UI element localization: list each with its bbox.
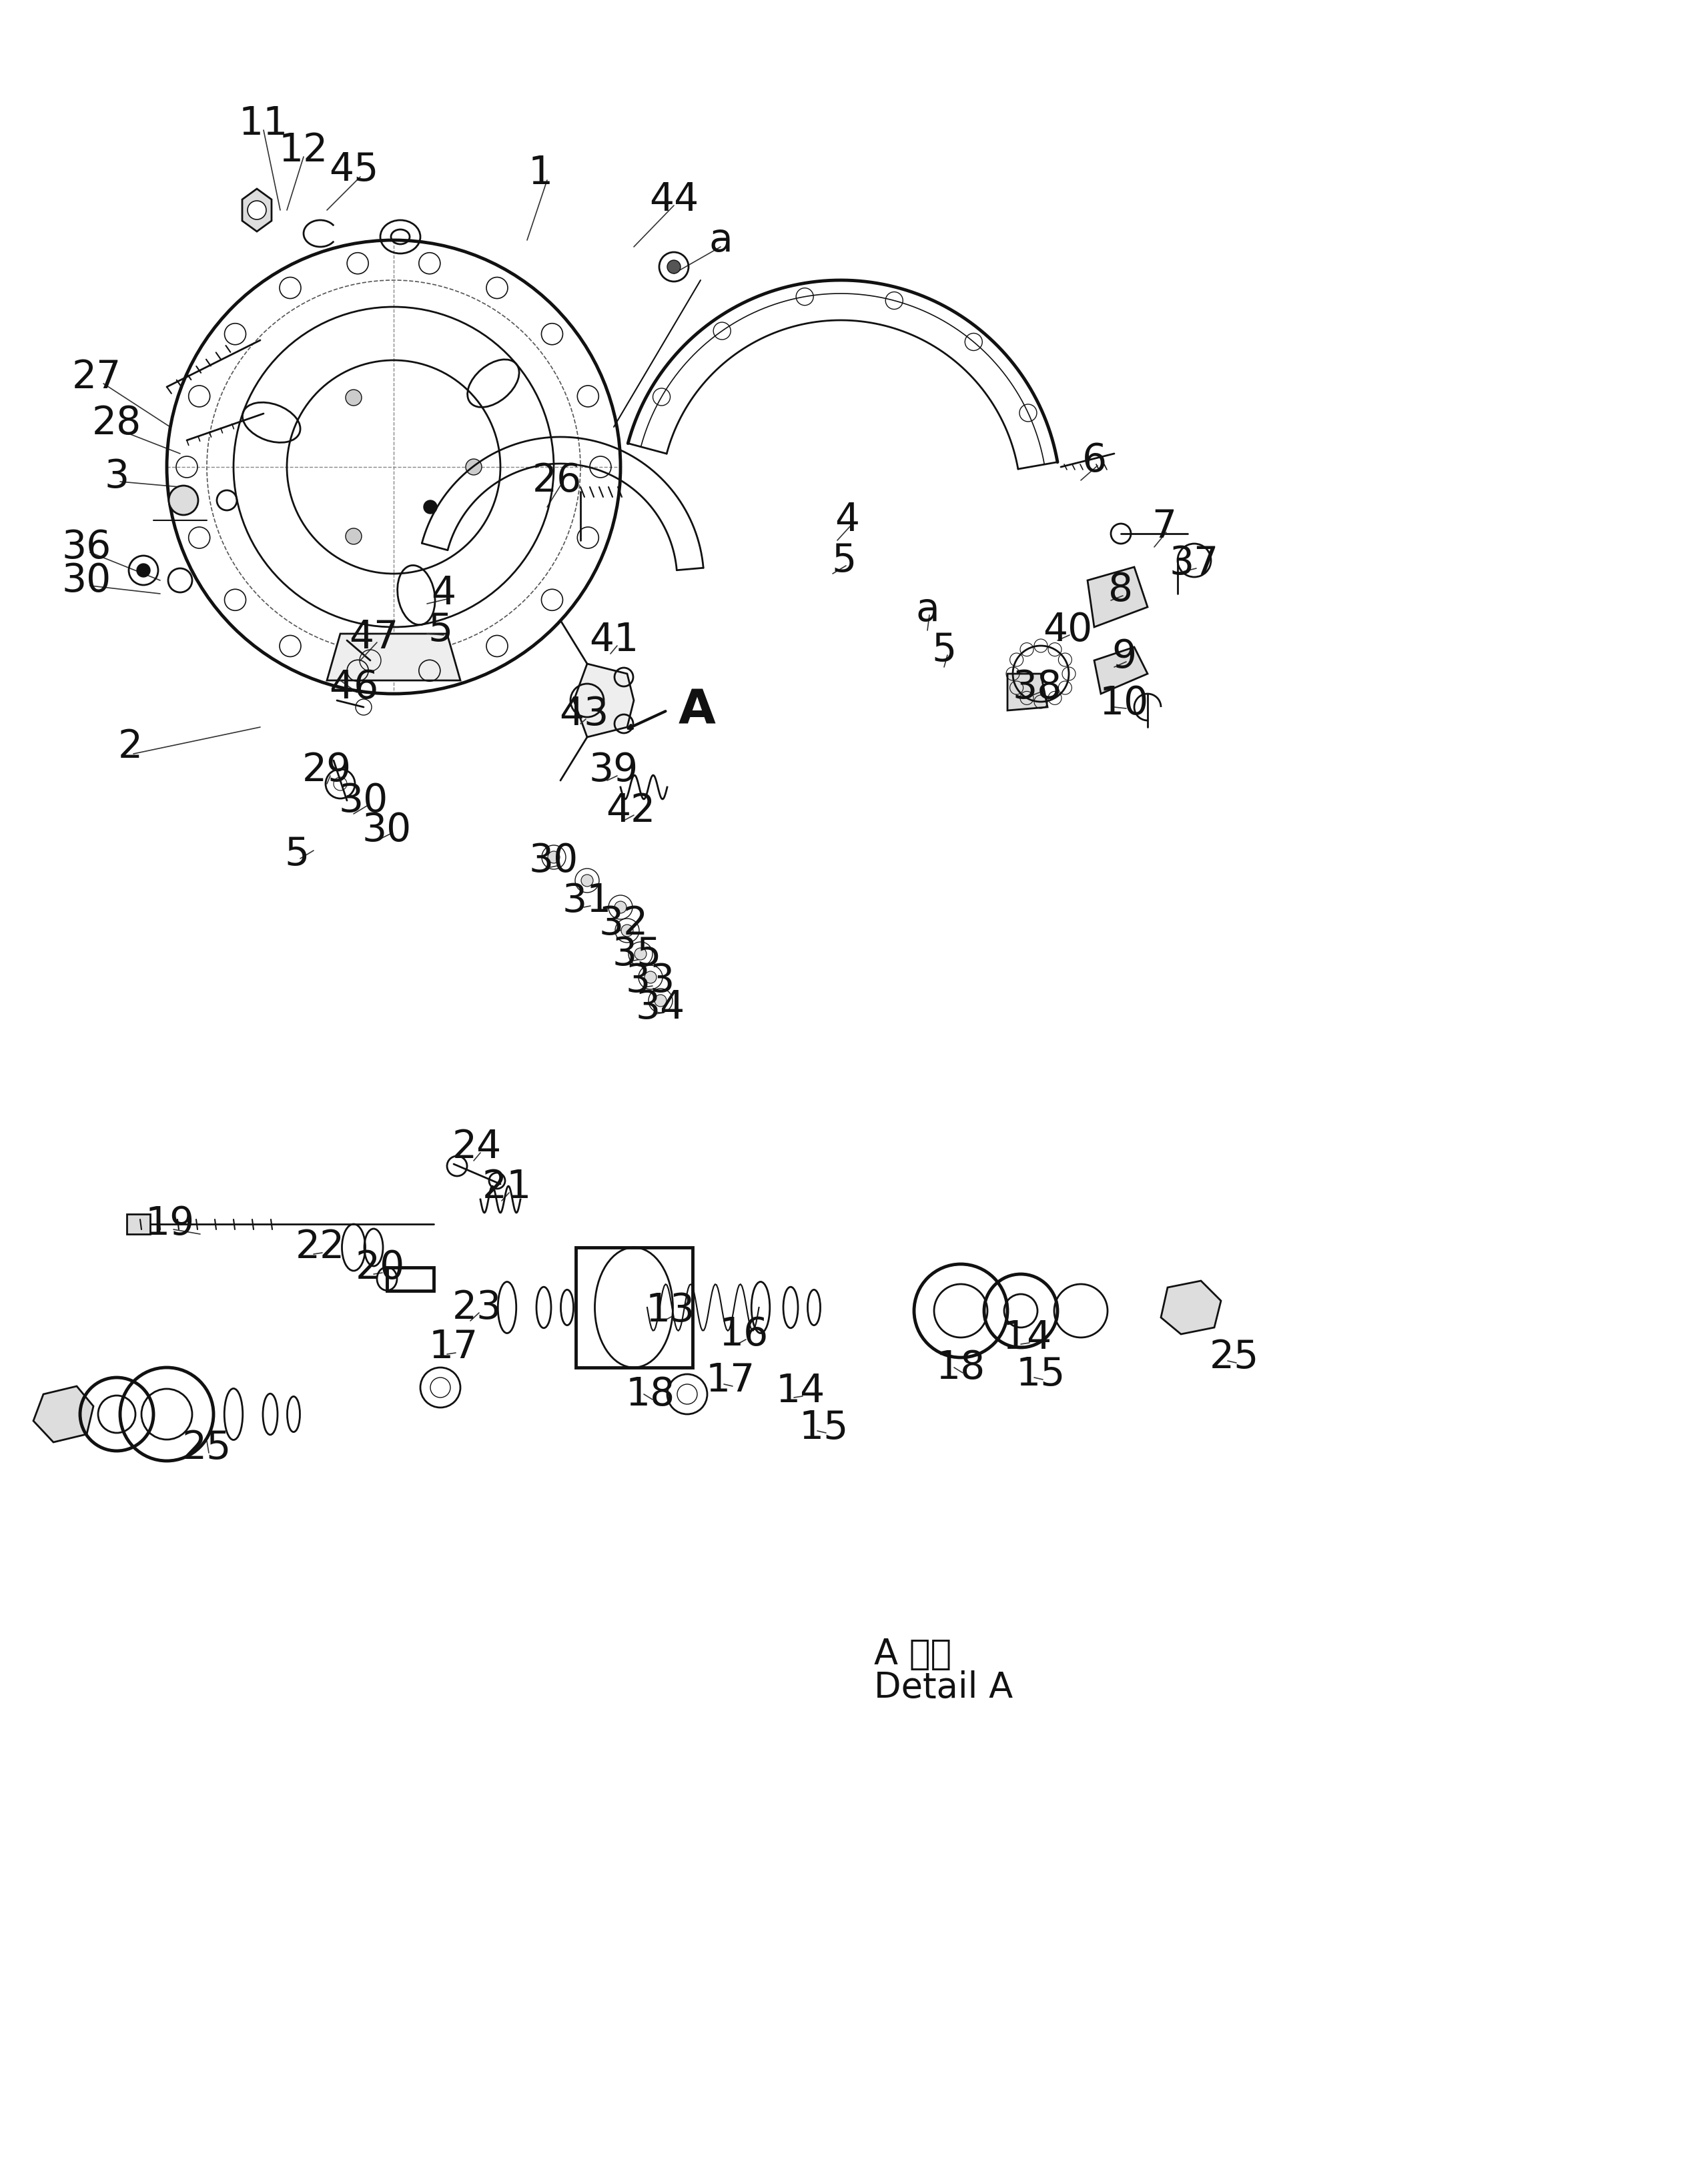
- Text: 37: 37: [1170, 544, 1219, 583]
- Circle shape: [169, 485, 199, 515]
- Text: 17: 17: [428, 1328, 479, 1367]
- Text: 4: 4: [835, 502, 860, 539]
- Text: 6: 6: [1082, 441, 1106, 478]
- Text: 2: 2: [118, 727, 143, 767]
- Circle shape: [423, 500, 437, 513]
- Circle shape: [346, 529, 361, 544]
- Text: 46: 46: [329, 668, 378, 705]
- Text: 7: 7: [1152, 509, 1177, 546]
- Text: A 詳細: A 詳細: [873, 1638, 951, 1671]
- Text: 19: 19: [145, 1206, 196, 1243]
- Text: 5: 5: [831, 542, 856, 579]
- Text: 11: 11: [239, 105, 288, 142]
- Polygon shape: [1008, 673, 1047, 710]
- Text: 30: 30: [339, 782, 388, 819]
- Text: 9: 9: [1111, 638, 1136, 677]
- Text: 3: 3: [105, 459, 130, 496]
- Text: 34: 34: [636, 989, 685, 1026]
- Circle shape: [620, 924, 634, 937]
- Text: 28: 28: [93, 404, 142, 443]
- Text: 30: 30: [62, 561, 111, 598]
- Text: 10: 10: [1099, 686, 1148, 723]
- Bar: [388, 1267, 433, 1291]
- Text: 17: 17: [706, 1363, 755, 1400]
- Text: 8: 8: [1108, 572, 1133, 609]
- Text: 20: 20: [356, 1249, 405, 1286]
- Polygon shape: [573, 664, 634, 738]
- Text: 18: 18: [936, 1348, 986, 1387]
- Text: 18: 18: [626, 1376, 676, 1413]
- Polygon shape: [1087, 568, 1148, 627]
- Polygon shape: [1094, 646, 1148, 695]
- Text: A: A: [678, 688, 717, 734]
- Polygon shape: [243, 188, 271, 232]
- Circle shape: [582, 874, 593, 887]
- Bar: [575, 1247, 693, 1367]
- Text: 25: 25: [1209, 1339, 1259, 1376]
- Circle shape: [644, 972, 656, 983]
- Circle shape: [634, 948, 646, 961]
- Text: 23: 23: [452, 1289, 502, 1326]
- Circle shape: [614, 902, 627, 913]
- Text: 40: 40: [1042, 612, 1093, 649]
- Circle shape: [465, 459, 482, 474]
- Text: 41: 41: [588, 622, 639, 660]
- Text: 25: 25: [182, 1428, 231, 1468]
- Text: 15: 15: [1017, 1354, 1066, 1393]
- Circle shape: [654, 994, 666, 1007]
- Text: 24: 24: [452, 1129, 502, 1166]
- Text: 36: 36: [62, 529, 111, 566]
- Text: 22: 22: [295, 1227, 346, 1267]
- Text: 5: 5: [932, 631, 956, 670]
- Text: a: a: [708, 221, 732, 260]
- Text: 1: 1: [528, 155, 553, 192]
- Text: 32: 32: [599, 904, 649, 943]
- Text: 29: 29: [302, 751, 352, 788]
- Text: 21: 21: [482, 1168, 531, 1206]
- Text: 43: 43: [560, 695, 609, 734]
- Polygon shape: [327, 633, 460, 681]
- Text: 13: 13: [646, 1291, 695, 1330]
- Text: 4: 4: [432, 574, 457, 614]
- Text: 30: 30: [529, 841, 578, 880]
- Circle shape: [668, 260, 681, 273]
- Text: 27: 27: [72, 358, 121, 395]
- Text: a: a: [915, 592, 939, 629]
- Circle shape: [346, 389, 361, 406]
- Text: 12: 12: [278, 131, 329, 168]
- Text: 15: 15: [799, 1409, 848, 1446]
- Text: 35: 35: [612, 935, 663, 972]
- Text: 42: 42: [605, 791, 656, 830]
- Text: 39: 39: [588, 751, 639, 788]
- Text: 44: 44: [649, 181, 698, 218]
- Text: 30: 30: [362, 812, 411, 850]
- Text: 16: 16: [720, 1315, 769, 1354]
- Text: 33: 33: [626, 961, 676, 1000]
- Text: 47: 47: [349, 618, 398, 655]
- Circle shape: [548, 852, 560, 863]
- Text: 5: 5: [428, 612, 454, 649]
- Text: 45: 45: [329, 151, 378, 190]
- Text: 14: 14: [1003, 1319, 1052, 1356]
- Text: 26: 26: [533, 461, 582, 500]
- Text: 38: 38: [1013, 668, 1062, 705]
- Text: 14: 14: [776, 1372, 826, 1411]
- Circle shape: [137, 563, 150, 577]
- Bar: [126, 1214, 150, 1234]
- Polygon shape: [1162, 1280, 1221, 1334]
- Text: 5: 5: [285, 834, 309, 874]
- Text: Detail A: Detail A: [873, 1671, 1013, 1706]
- Polygon shape: [34, 1387, 93, 1441]
- Circle shape: [248, 201, 266, 218]
- Text: 31: 31: [563, 882, 612, 919]
